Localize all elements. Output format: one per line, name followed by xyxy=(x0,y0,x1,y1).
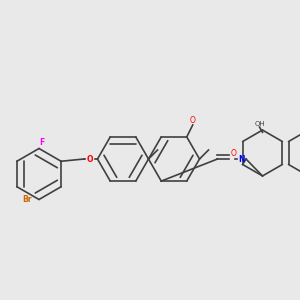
Text: F: F xyxy=(39,138,45,147)
Text: O: O xyxy=(231,148,237,158)
Text: N: N xyxy=(238,154,245,164)
Text: Br: Br xyxy=(22,195,32,204)
Text: O: O xyxy=(190,116,196,125)
Text: O: O xyxy=(87,154,93,164)
Text: OH: OH xyxy=(254,121,265,127)
